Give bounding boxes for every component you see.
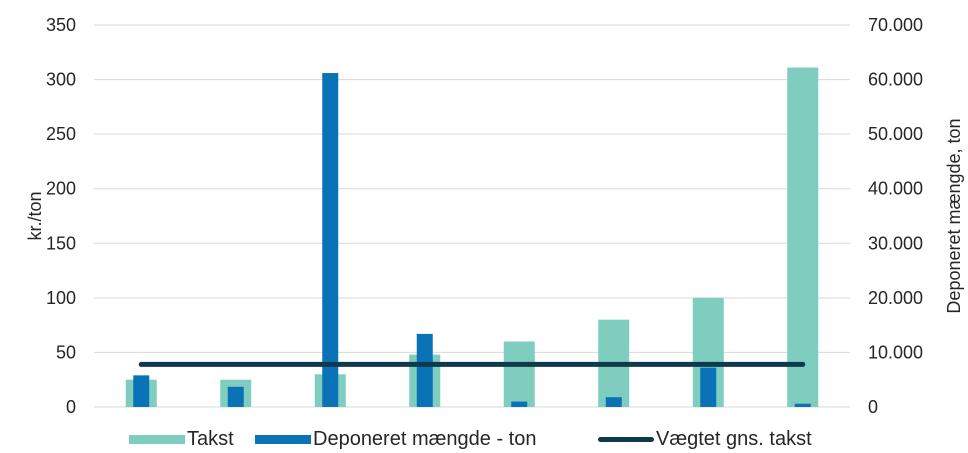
deponeret-bar [133, 375, 150, 407]
y-tick-label: 100 [46, 288, 76, 308]
deponeret-bars [133, 73, 811, 407]
legend-swatch-deponeret [255, 435, 311, 444]
deponeret-bar [605, 397, 622, 407]
deponeret-bar [511, 401, 528, 407]
y2-tick-label: 10.000 [868, 342, 923, 362]
legend-item-deponeret: Deponeret mængde - ton [255, 426, 536, 453]
y2-tick-label: 0 [868, 397, 878, 417]
y-tick-label: 300 [46, 70, 76, 90]
legend-item-vaegtet: Vægtet gns. takst [598, 426, 812, 453]
y2-tick-label: 50.000 [868, 124, 923, 144]
y2-tick-label: 30.000 [868, 233, 923, 253]
y-tick-label: 200 [46, 179, 76, 199]
deponeret-bar [700, 367, 717, 407]
deponeret-bar [227, 386, 244, 407]
takst-bars [125, 67, 819, 408]
y-tick-label: 50 [56, 342, 76, 362]
left-axis-ticks: 0 50 100 150 200 250 300 350 [46, 15, 76, 417]
y-tick-label: 350 [46, 15, 76, 35]
legend-item-takst: Takst [129, 426, 234, 453]
y2-tick-label: 70.000 [868, 15, 923, 35]
deponeret-bar [322, 73, 339, 407]
takst-bar [787, 67, 819, 408]
y-tick-label: 150 [46, 233, 76, 253]
gridlines [94, 24, 850, 408]
chart: 0 50 100 150 200 250 300 350 0 10.000 20.000 30.00… [25, 15, 964, 417]
legend-label-vaegtet: Vægtet gns. takst [656, 428, 812, 450]
left-axis-title: kr./ton [25, 191, 45, 240]
deponeret-bar [794, 403, 811, 407]
legend-label-deponeret: Deponeret mængde - ton [313, 428, 537, 450]
y2-tick-label: 40.000 [868, 179, 923, 199]
y-tick-label: 250 [46, 124, 76, 144]
right-axis-title: Deponeret mængde, ton [944, 118, 964, 313]
legend-label-takst: Takst [187, 428, 234, 450]
deponeret-bar [416, 333, 433, 407]
y-tick-label: 0 [66, 397, 76, 417]
right-axis-ticks: 0 10.000 20.000 30.000 40.000 50.000 60.000 70.… [868, 15, 923, 417]
y2-tick-label: 20.000 [868, 288, 923, 308]
y2-tick-label: 60.000 [868, 70, 923, 90]
takst-bar [503, 341, 535, 407]
legend: Takst Deponeret mængde - ton Vægtet gns.… [0, 426, 968, 453]
legend-swatch-vaegtet [598, 437, 654, 442]
legend-swatch-takst [129, 435, 185, 444]
